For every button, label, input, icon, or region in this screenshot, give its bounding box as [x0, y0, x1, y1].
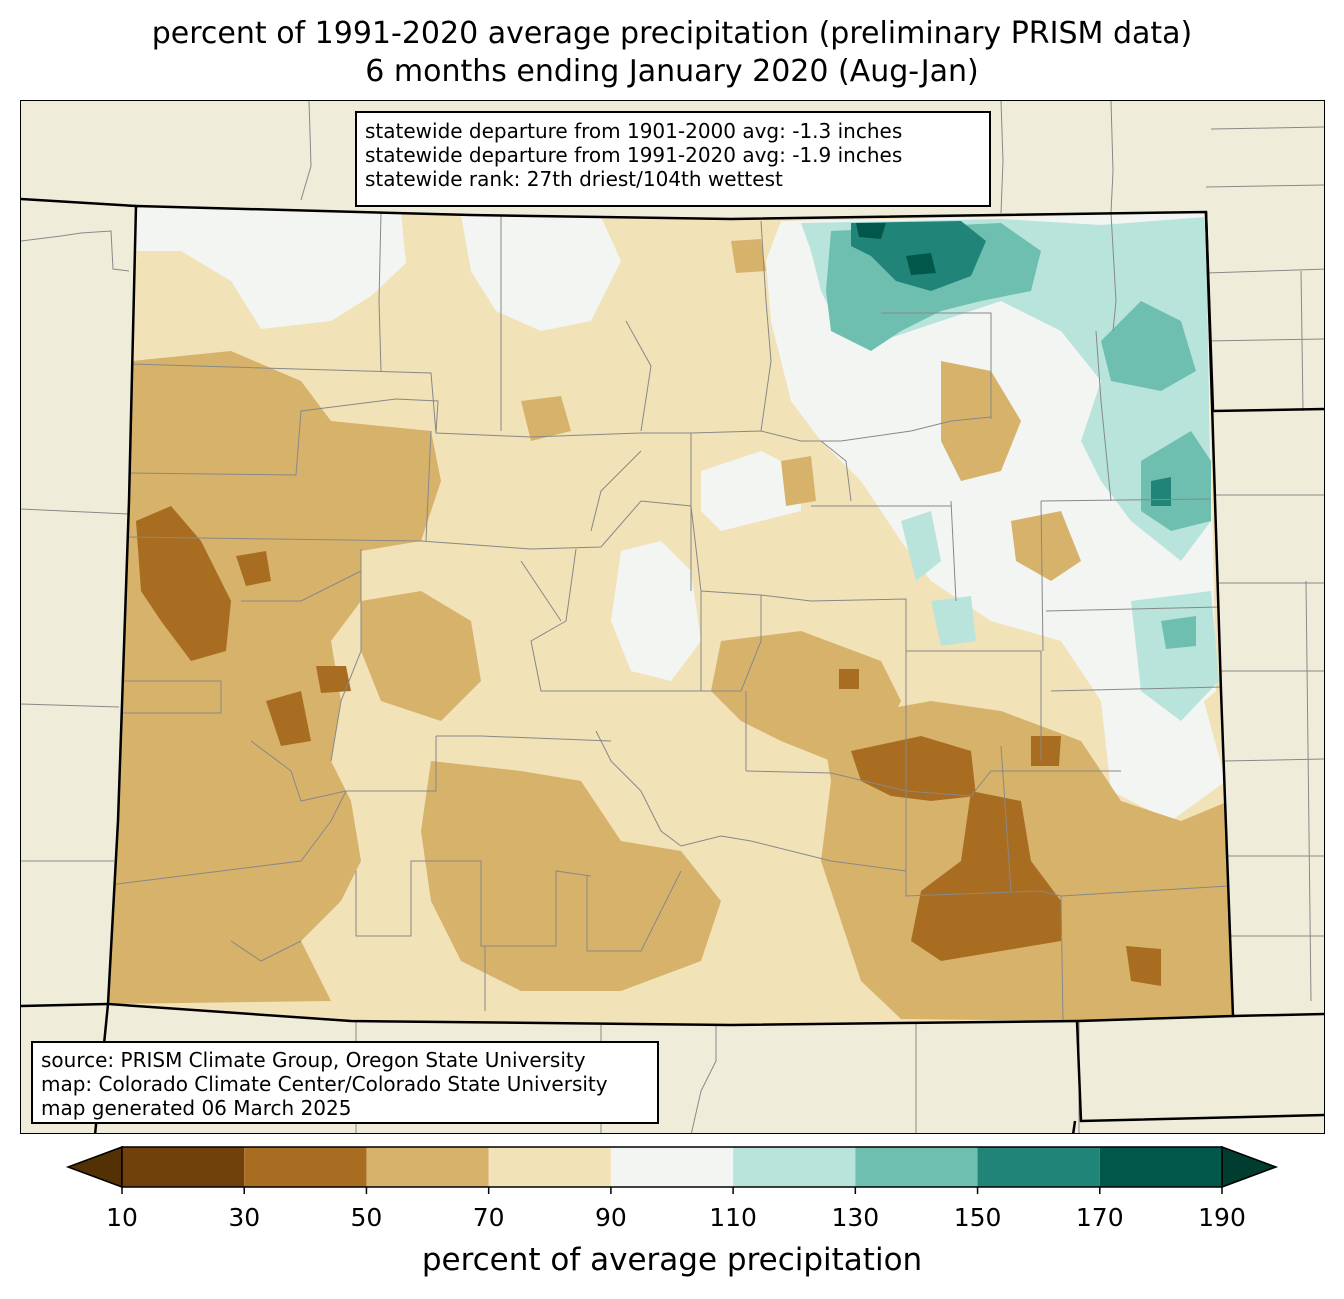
colorbar-tick-label-30: 30: [228, 1203, 261, 1232]
precip-zone-110-130: [931, 596, 976, 646]
precip-zone-90-110: [136, 206, 406, 329]
precip-zone-90-110: [701, 451, 801, 531]
stat-departure-1991-2020: statewide departure from 1991-2020 avg: …: [365, 143, 903, 167]
colorbar-label: percent of average precipitation: [421, 1242, 923, 1278]
precip-zone-50-70: [781, 456, 816, 506]
colorbar-bin-170-190: [1099, 1147, 1222, 1187]
precip-field: [108, 206, 1233, 1025]
colorado-precip-map: [21, 101, 1324, 1133]
map-title: percent of 1991-2020 average precipitati…: [151, 16, 1193, 51]
precip-zone-50-70: [731, 239, 766, 273]
colorbar-under-arrow: [65, 1145, 123, 1189]
colorbar-tick-label-50: 50: [350, 1203, 383, 1232]
precip-zone-30-50: [851, 736, 976, 801]
stat-departure-1901-2000: statewide departure from 1901-2000 avg: …: [365, 119, 903, 143]
map-subtitle: 6 months ending January 2020 (Aug-Jan): [365, 54, 979, 89]
precip-zone-150-170: [1151, 477, 1171, 506]
precip-zone-30-50: [911, 791, 1061, 961]
precip-zone-30-50: [266, 691, 311, 746]
source-box: source: PRISM Climate Group, Oregon Stat…: [31, 1041, 659, 1124]
precip-zone-30-50: [236, 551, 271, 586]
colorbar-bin-50-70: [366, 1147, 489, 1187]
colorbar-bin-150-170: [977, 1147, 1100, 1187]
precip-zone-30-50: [1031, 736, 1061, 766]
colorbar-tick-label-190: 190: [1198, 1203, 1246, 1232]
map-panel: [20, 100, 1325, 1134]
colorbar-bin-130-150: [855, 1147, 978, 1187]
precip-zone-50-70: [108, 351, 441, 1004]
neighbor-county-lines: [21, 101, 1324, 1133]
precip-zone-110-130: [901, 511, 941, 581]
colorbar-tick-label-170: 170: [1075, 1203, 1124, 1232]
stat-rank: statewide rank: 27th driest/104th wettes…: [365, 167, 783, 191]
colorbar-tick-label-10: 10: [106, 1203, 138, 1232]
colorado-border: [106, 204, 1235, 1027]
precip-zone-30-50: [1126, 946, 1161, 986]
colorbar-bin-90-110: [610, 1147, 734, 1187]
precip-zone-50-70: [941, 361, 1021, 481]
state-borders: [21, 197, 1324, 1133]
precip-zone-50-70: [421, 761, 721, 991]
colorbar-bin-70-90: [488, 1147, 611, 1187]
precip-zone-90-110: [1101, 691, 1226, 821]
colorbar-over-arrow: [1221, 1145, 1279, 1189]
colorbar-tick-label-90: 90: [594, 1203, 627, 1232]
colorbar-frame: [121, 1146, 1223, 1188]
colorbar-bin-10-30: [122, 1147, 245, 1187]
precip-zone-130-150: [1161, 616, 1196, 649]
precip-zone-130-150: [1101, 301, 1196, 391]
generated-date-line: map generated 06 March 2025: [41, 1096, 352, 1120]
colorbar-tick-label-70: 70: [472, 1203, 505, 1232]
precip-zone-50-70: [521, 396, 571, 441]
colorbar-bin-30-50: [244, 1147, 367, 1187]
statewide-stats-box: statewide departure from 1901-2000 avg: …: [355, 111, 991, 207]
colorbar-tick-label-150: 150: [953, 1203, 1002, 1232]
precip-zone-50-70: [1011, 511, 1081, 581]
precip-zone-170-190: [856, 223, 886, 239]
colorbar-bin-110-130: [733, 1147, 856, 1187]
map-credit-line: map: Colorado Climate Center/Colorado St…: [41, 1072, 608, 1096]
precip-zone-50-70: [361, 591, 481, 721]
colorbar: [65, 1145, 1279, 1194]
source-line: source: PRISM Climate Group, Oregon Stat…: [41, 1048, 586, 1072]
colorbar-tick-label-110: 110: [709, 1203, 757, 1232]
precip-zone-30-50: [839, 669, 859, 689]
precip-zone-170-190: [906, 253, 936, 275]
precip-zone-30-50: [316, 666, 351, 693]
county-lines: [108, 212, 1230, 1022]
colorbar-tick-label-130: 130: [831, 1203, 880, 1232]
precip-zone-30-50: [136, 506, 231, 661]
precip-zone-90-110: [611, 541, 701, 681]
